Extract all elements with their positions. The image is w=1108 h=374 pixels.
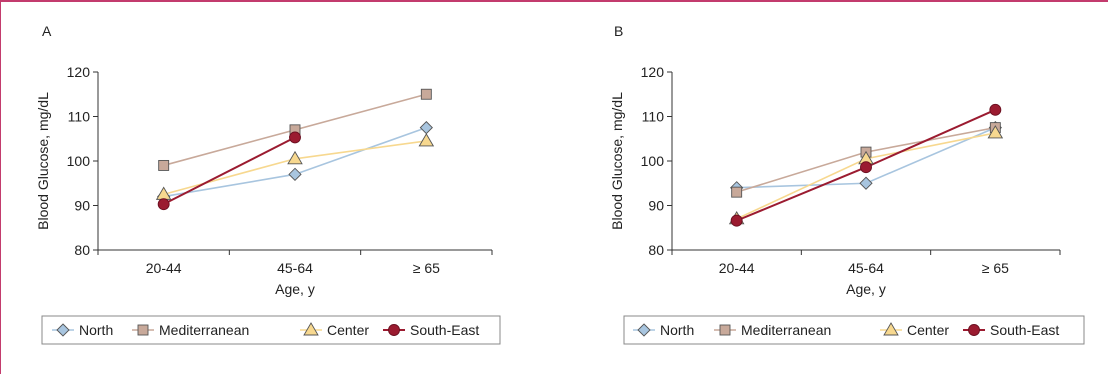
data-point-mediterranean [420, 88, 432, 100]
legend-swatch-marker [137, 324, 149, 336]
y-tick-label: 90 [74, 198, 90, 214]
data-point-south-east [157, 198, 170, 211]
y-axis-label: Blood Glucose, mg/dL [35, 92, 51, 230]
y-tick-label: 110 [68, 109, 91, 125]
x-axis-label: Age, y [846, 281, 886, 297]
y-tick-label: 80 [648, 242, 664, 258]
y-axis-label: Blood Glucose, mg/dL [609, 92, 625, 230]
x-tick-label: 45-64 [848, 260, 884, 276]
legend: North Mediterranean Center South-East [623, 315, 1085, 345]
legend-swatch-marker [968, 324, 980, 336]
legend-swatch-marker [883, 322, 899, 336]
legend-item: North [52, 322, 113, 338]
y-tick-label: 120 [641, 64, 665, 80]
legend-box [41, 315, 501, 345]
legend: North Mediterranean Center South-East [41, 315, 501, 345]
y-tick-label: 120 [67, 64, 91, 80]
x-tick-label: 45-64 [277, 260, 313, 276]
x-tick-label: 20-44 [146, 260, 182, 276]
legend-label: Mediterranean [741, 322, 831, 338]
legend-swatch-marker [637, 323, 651, 337]
data-point-mediterranean [158, 159, 170, 171]
legend-label: North [660, 322, 694, 338]
y-tick-label: 90 [648, 198, 664, 214]
y-tick-label: 100 [641, 153, 665, 169]
data-point-south-east [730, 214, 743, 227]
legend-label: South-East [410, 322, 479, 338]
legend-item: Mediterranean [714, 322, 831, 338]
data-point-south-east [989, 103, 1002, 116]
data-point-center [287, 150, 303, 165]
data-point-center [987, 125, 1004, 139]
panel-label: B [614, 23, 623, 39]
x-axis-label: Age, y [275, 281, 315, 297]
x-tick-label: ≥ 65 [982, 260, 1009, 276]
data-point-north [419, 120, 433, 135]
legend-item: South-East [383, 322, 479, 338]
data-point-north [859, 176, 873, 190]
chart-panel-a: A 80 90 100 110 120 20-44 45-64 ≥ 65 Age, y Blood … [35, 23, 501, 345]
series-line-south-east [163, 136, 296, 206]
y-tick-label: 100 [67, 153, 91, 169]
x-tick-label: 20-44 [719, 260, 755, 276]
data-point-mediterranean [731, 186, 743, 198]
legend-item: Center [880, 322, 949, 338]
legend-swatch-marker [56, 323, 70, 337]
legend-label: South-East [990, 322, 1059, 338]
legend-item: Center [300, 322, 369, 338]
legend-label: Mediterranean [159, 322, 249, 338]
legend-label: Center [327, 322, 369, 338]
x-tick-label: ≥ 65 [413, 260, 440, 276]
legend-item: North [633, 322, 694, 338]
data-point-south-east [289, 131, 301, 144]
legend-swatch-marker [719, 324, 731, 336]
legend-box [623, 315, 1085, 345]
legend-label: North [79, 322, 113, 338]
series-line-center [736, 132, 996, 220]
y-tick-label: 110 [642, 109, 665, 125]
panel-label: A [42, 23, 52, 39]
data-point-center [418, 133, 435, 147]
y-tick-label: 80 [74, 242, 90, 258]
legend-label: Center [907, 322, 949, 338]
legend-swatch-marker [388, 324, 400, 336]
legend-item: Mediterranean [132, 322, 249, 338]
legend-swatch-marker [303, 322, 319, 336]
chart-panel-b: B 80 90 100 110 120 20-44 45-64 ≥ 65 Age, y Blood … [609, 23, 1085, 345]
data-point-south-east [860, 161, 872, 174]
series-line-center [163, 140, 427, 196]
legend-item: South-East [963, 322, 1059, 338]
data-point-north [288, 167, 302, 181]
